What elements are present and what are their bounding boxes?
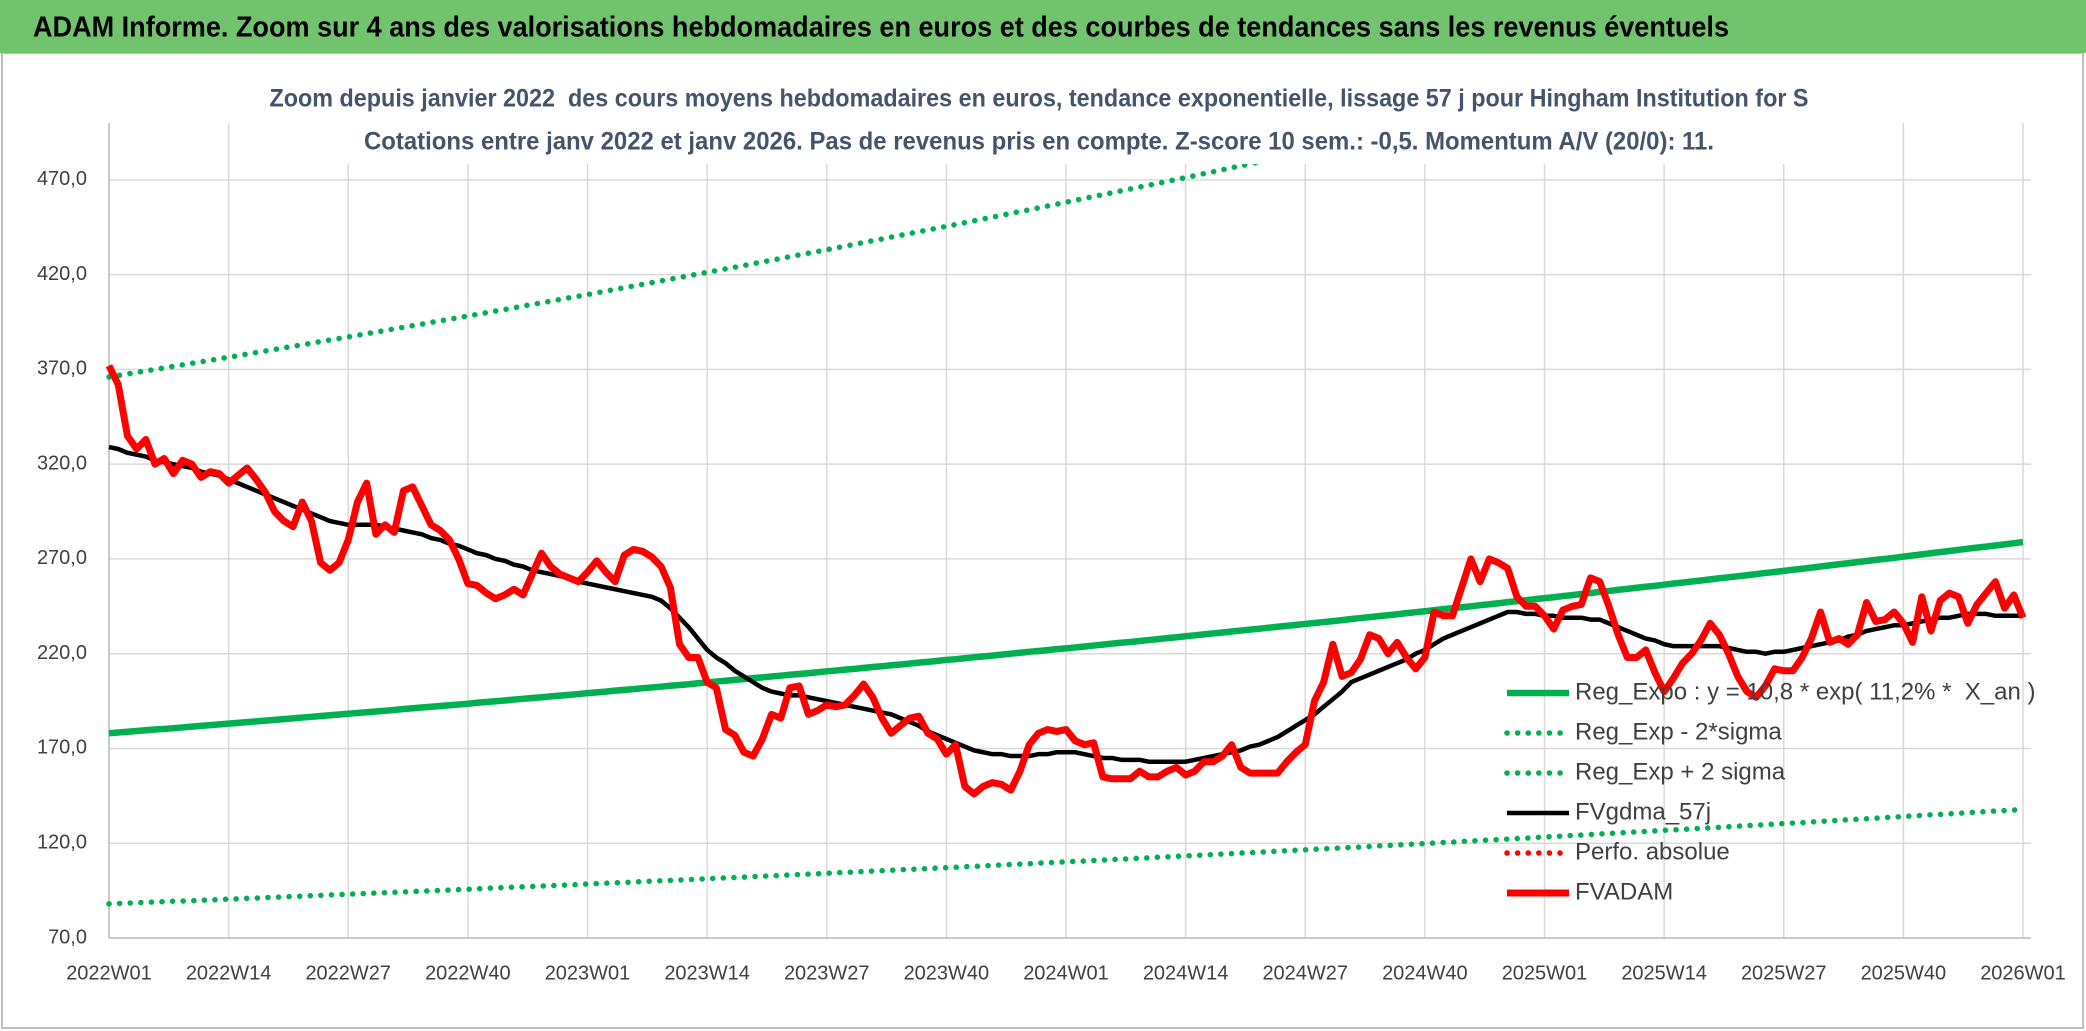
series-line [106, 806, 2026, 907]
x-tick-label: 2025W40 [1861, 962, 1947, 984]
x-tick-label: 2022W14 [186, 962, 272, 984]
x-tick-label: 2023W14 [664, 962, 750, 984]
x-tick-label: 2025W01 [1502, 962, 1588, 984]
series-line [108, 444, 2023, 764]
title-box [262, 74, 1822, 164]
legend-label: FVgdma_57j [1575, 798, 1711, 825]
x-tick-label: 2024W40 [1382, 962, 1468, 984]
x-tick-label: 2022W40 [425, 962, 511, 984]
y-tick-label: 320,0 [37, 452, 87, 474]
y-tick-label: 220,0 [37, 642, 87, 664]
x-tick-label: 2023W01 [545, 962, 631, 984]
grid: 70,0 120,0 170,0 220,0 270,0 320,0 370,0 420,0 4… [37, 123, 2066, 984]
y-tick-label: 170,0 [37, 737, 87, 759]
x-tick-label: 2026W01 [1980, 962, 2066, 984]
y-tick-label: 420,0 [37, 263, 87, 285]
series [105, 123, 2027, 907]
chart-subtitle: Cotations entre janv 2022 et janv 2026. … [364, 128, 1714, 156]
x-tick-label: 2023W40 [904, 962, 990, 984]
y-tick-label: 120,0 [37, 832, 87, 854]
chart-title: Zoom depuis janvier 2022 des cours moyen… [270, 85, 1809, 113]
x-tick-label: 2025W14 [1621, 962, 1707, 984]
x-tick-label: 2024W01 [1023, 962, 1109, 984]
x-tick-label: 2022W01 [66, 962, 152, 984]
x-tick-label: 2024W14 [1143, 962, 1229, 984]
legend-label: Perfo. absolue [1575, 838, 1730, 865]
x-tick-label: 2022W27 [305, 962, 391, 984]
y-tick-label: 470,0 [37, 168, 87, 190]
series-line [106, 123, 1451, 380]
legend-label: FVADAM [1575, 878, 1673, 905]
header-bar [0, 0, 2086, 53]
y-tick-label: 270,0 [37, 547, 87, 569]
series-line [105, 364, 2027, 798]
y-tick-label: 70,0 [48, 926, 87, 948]
legend-label: Reg_Exp + 2 sigma [1575, 758, 1786, 785]
x-tick-label: 2023W27 [784, 962, 870, 984]
legend-label: Reg_Exp - 2*sigma [1575, 718, 1782, 745]
y-tick-label: 370,0 [37, 358, 87, 380]
legend: Reg_Expo : y = 10,8 * exp( 11,2% * X_an … [1504, 678, 2036, 905]
header-title: ADAM Informe. Zoom sur 4 ans des valoris… [33, 12, 1729, 44]
x-tick-label: 2025W27 [1741, 962, 1827, 984]
series-line [108, 538, 2024, 737]
x-tick-label: 2024W27 [1262, 962, 1348, 984]
legend-label: Reg_Expo : y = 10,8 * exp( 11,2% * X_an … [1575, 678, 2036, 705]
